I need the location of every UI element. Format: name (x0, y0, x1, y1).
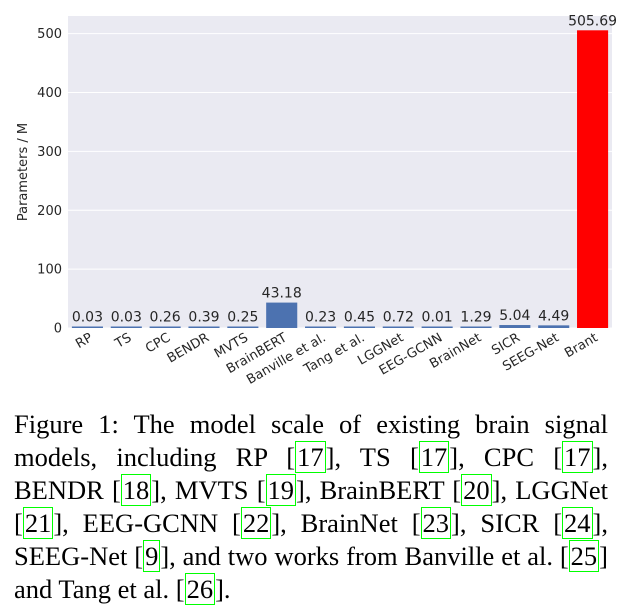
bar-chart: 0 100 200 300 400 500 0.03 0.03 0.26 0.39 0.2543.… (16, 13, 617, 388)
caption-text: ], EEG-GCNN [ (53, 508, 241, 538)
bar-value-label: 5.04 (499, 308, 530, 324)
caption-text: ], BENDR [ (14, 442, 608, 505)
y-tick-label: 500 (37, 27, 62, 42)
figure-caption: Figure 1: The model scale of existing br… (14, 408, 608, 606)
bars (71, 30, 609, 329)
caption-text: ], BrainBERT [ (296, 475, 462, 505)
citation-link[interactable]: 17 (562, 441, 593, 473)
y-tick-label: 0 (54, 322, 62, 337)
bar-value-label: 0.01 (422, 310, 453, 326)
citation-link[interactable]: 26 (184, 573, 216, 605)
y-axis-label: Parameters / M (16, 123, 31, 221)
caption-text: ], MVTS [ (151, 475, 266, 505)
bar-value-label: 505.69 (568, 13, 617, 29)
bar-value-label: 0.03 (72, 310, 103, 326)
bar-rp (71, 326, 103, 328)
bar-mvts (227, 326, 259, 328)
citation-link[interactable]: 20 (461, 474, 492, 506)
bar-value-label: 0.45 (344, 310, 375, 326)
citation-link[interactable]: 17 (295, 441, 326, 473)
bar-value-label: 1.29 (460, 310, 491, 326)
citation-link[interactable]: 21 (22, 507, 54, 539)
caption-text: ], SEEG-Net [ (14, 508, 608, 571)
y-tick-label: 300 (37, 145, 62, 160)
x-tick-label: BENDR (165, 330, 212, 366)
caption-text: ], TS [ (325, 442, 419, 472)
bar-eeg-gcnn (421, 326, 453, 328)
citation-link[interactable]: 24 (562, 507, 593, 539)
caption-text: ], and two works from Banville et al. [ (160, 541, 569, 571)
citation-link[interactable]: 17 (418, 441, 450, 473)
caption-text: ], BrainNet [ (271, 508, 421, 538)
caption-text: ]. (215, 574, 231, 604)
bar-brant (577, 30, 609, 329)
bar-cpc (149, 326, 181, 328)
bar-ts (110, 326, 142, 328)
x-tick-label: RP (73, 330, 95, 352)
bar-value-label: 43.18 (262, 286, 302, 302)
citation-link[interactable]: 9 (143, 540, 161, 572)
citation-link[interactable]: 25 (568, 540, 600, 572)
y-tick-label: 200 (37, 204, 62, 219)
citation-link[interactable]: 22 (240, 507, 272, 539)
bar-value-label: 0.25 (227, 310, 258, 326)
caption-text: ], SICR [ (451, 508, 563, 538)
bar-value-label: 0.72 (383, 310, 414, 326)
bar-sicr (499, 325, 531, 328)
bar-value-label: 0.23 (305, 310, 336, 326)
bar-seeg-net (538, 325, 570, 328)
bar-value-label: 0.39 (188, 310, 219, 326)
bar-value-label: 0.03 (111, 310, 142, 326)
bar-lggnet (382, 326, 414, 328)
citation-link[interactable]: 18 (120, 474, 152, 506)
citation-link[interactable]: 19 (265, 474, 297, 506)
x-tick-label: Brant (562, 330, 600, 361)
caption-text: Figure 1: The model scale of existing br… (14, 409, 608, 472)
bar-brainnet (460, 326, 492, 328)
y-axis-ticks: 0 100 200 300 400 500 (37, 27, 62, 336)
bar-tang-et-al (343, 326, 375, 328)
bar-bendr (188, 326, 220, 328)
y-tick-label: 100 (37, 263, 62, 278)
bar-value-label: 4.49 (538, 308, 569, 324)
bar-brainbert (266, 302, 298, 328)
caption-text: ] and Tang et al. [ (14, 541, 608, 604)
x-tick-label: TS (112, 330, 134, 352)
citation-link[interactable]: 23 (420, 507, 452, 539)
bar-value-label: 0.26 (150, 310, 181, 326)
caption-text: ], LGGNet [ (14, 475, 608, 538)
bar-banville-et-al (305, 326, 337, 328)
caption-text: ], CPC [ (449, 442, 563, 472)
y-tick-label: 400 (37, 86, 62, 101)
plot-background (68, 16, 612, 328)
